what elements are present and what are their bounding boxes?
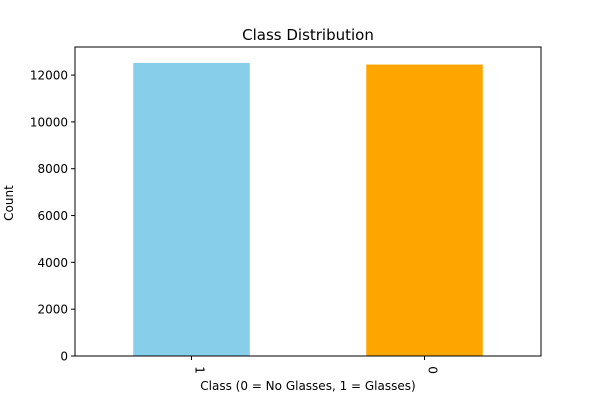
y-tick-label: 2000 [37, 303, 68, 317]
x-axis-label: Class (0 = No Glasses, 1 = Glasses) [200, 379, 415, 393]
y-tick-label: 0 [60, 350, 68, 364]
y-tick-label: 12000 [30, 69, 68, 83]
y-tick-label: 6000 [37, 209, 68, 223]
x-tick-label-0: 0 [426, 366, 440, 374]
y-tick-label: 8000 [37, 162, 68, 176]
chart-title: Class Distribution [242, 26, 374, 44]
plot-frame [74, 46, 542, 357]
bar-1 [133, 62, 250, 356]
y-tick-label: 4000 [37, 256, 68, 270]
y-axis-label: Count [2, 185, 16, 221]
bars-group [133, 62, 483, 356]
y-tick-label: 10000 [30, 115, 68, 129]
bar-0 [366, 64, 483, 356]
y-ticks-group: 0 2000 4000 6000 8000 10000 12000 [30, 69, 75, 364]
x-tick-label-1: 1 [193, 366, 207, 374]
